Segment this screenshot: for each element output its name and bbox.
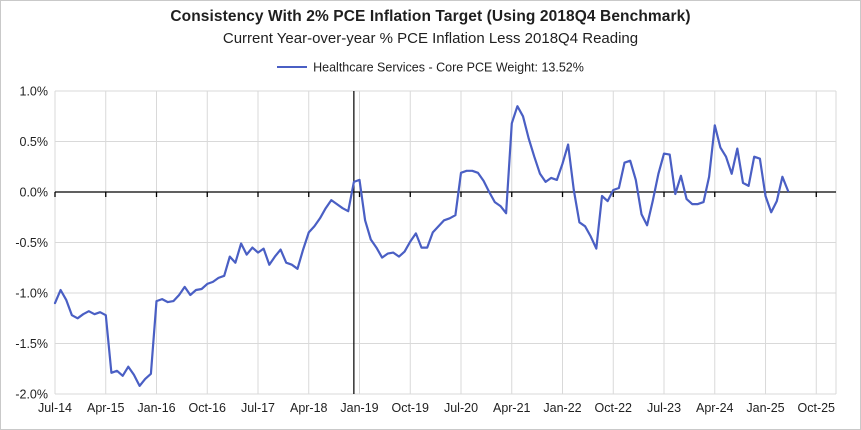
legend-label: Healthcare Services - Core PCE Weight: 1…: [313, 60, 584, 75]
x-axis-tick-label: Apr-15: [87, 401, 125, 415]
x-axis-tick-label: Jul-23: [647, 401, 681, 415]
x-axis-tick-label: Jul-17: [241, 401, 275, 415]
y-axis-tick-label: -1.0%: [15, 287, 48, 301]
x-axis-tick-label: Jan-16: [137, 401, 175, 415]
x-axis-tick-label: Jul-20: [444, 401, 478, 415]
x-axis-tick-label: Jan-25: [746, 401, 784, 415]
y-axis-tick-label: 0.5%: [20, 135, 49, 149]
x-axis-tick-label: Jan-19: [340, 401, 378, 415]
x-axis-tick-label: Oct-16: [188, 401, 226, 415]
x-axis-tick-label: Jan-22: [543, 401, 581, 415]
x-axis-tick-label: Apr-21: [493, 401, 531, 415]
legend-line-swatch: [277, 65, 308, 68]
y-axis-tick-label: 0.0%: [20, 186, 49, 200]
y-axis-tick-label: -1.5%: [15, 337, 48, 351]
x-axis-tick-label: Oct-19: [391, 401, 429, 415]
y-axis-tick-label: -2.0%: [15, 388, 48, 402]
y-axis-tick-label: -0.5%: [15, 236, 48, 250]
x-axis-tick-label: Jul-14: [38, 401, 72, 415]
chart-subtitle: Current Year-over-year % PCE Inflation L…: [222, 30, 639, 47]
chart-title: Consistency With 2% PCE Inflation Target…: [170, 8, 691, 25]
legend: Healthcare Services - Core PCE Weight: 1…: [0, 60, 861, 75]
y-axis-tick-label: 1.0%: [20, 85, 49, 99]
x-axis-tick-label: Oct-22: [595, 401, 633, 415]
x-axis-tick-label: Oct-25: [798, 401, 836, 415]
data-line-healthcare-services: [53, 105, 790, 387]
x-axis-tick-label: Apr-18: [290, 401, 328, 415]
x-axis-tick-label: Apr-24: [696, 401, 734, 415]
